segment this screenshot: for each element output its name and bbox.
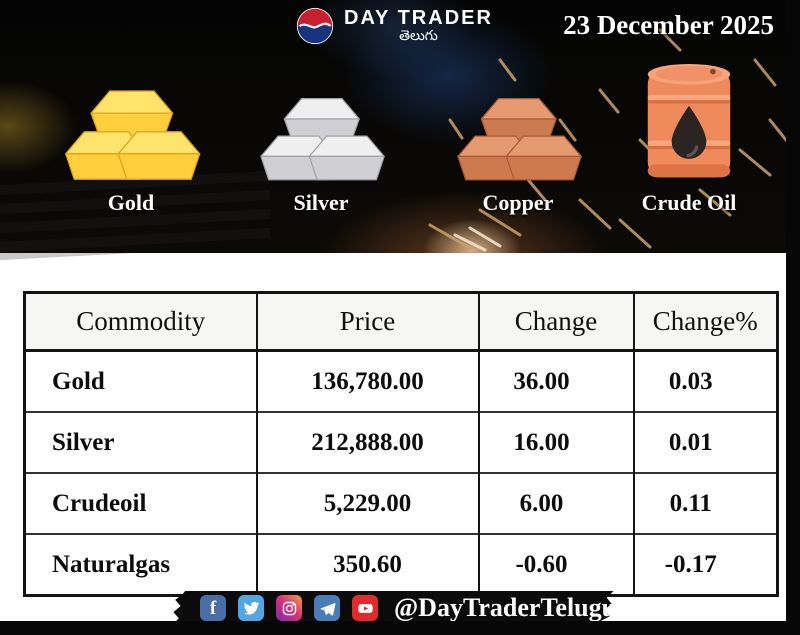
commodity-price: 136,780.00 — [255, 350, 479, 412]
facebook-icon[interactable]: f — [200, 595, 226, 621]
youtube-icon[interactable] — [352, 595, 378, 621]
commodity-name: Silver — [24, 411, 257, 473]
copper-bars-icon — [457, 98, 582, 181]
commodity-price: 5,229.00 — [255, 472, 479, 534]
twitter-icon[interactable] — [238, 595, 264, 621]
commodity-change-pct: -0.17 — [632, 533, 778, 596]
date-label: 23 December 2025 — [563, 10, 774, 40]
gold-bars-icon — [65, 90, 201, 180]
crude-oil-label: Crude Oil — [641, 190, 737, 215]
commodity-price: 212,888.00 — [255, 411, 479, 473]
copper-label: Copper — [482, 190, 554, 215]
photo-banner: DAY TRADER తెలుగు 23 December 2025 Gold — [0, 0, 800, 261]
social-handle: @DayTraderTelugu — [394, 593, 617, 622]
commodity-change: 36.00 — [477, 350, 634, 412]
header-change: Change — [477, 292, 634, 352]
table-row: Crudeoil 5,229.00 6.00 0.11 — [24, 472, 778, 534]
silver-label: Silver — [293, 190, 349, 215]
bottom-edge-strip — [0, 621, 800, 635]
table-header-row: Commodity Price Change Change% — [24, 292, 778, 352]
header-commodity: Commodity — [24, 292, 257, 352]
header-price: Price — [255, 292, 479, 352]
crude-oil-barrel-icon — [647, 63, 731, 178]
commodity-name: Crudeoil — [24, 472, 257, 534]
footer-social-ribbon: f @DayTraderTelugu — [172, 591, 617, 625]
gold-label: Gold — [107, 190, 155, 215]
gold-figure: Gold — [50, 86, 212, 216]
table-row: Silver 212,888.00 16.00 0.01 — [24, 411, 778, 473]
commodity-change: -0.60 — [477, 533, 634, 596]
telegram-icon[interactable] — [314, 595, 340, 621]
silver-figure: Silver — [242, 94, 400, 216]
commodity-price: 350.60 — [255, 533, 479, 596]
brand-name: DAY TRADER — [344, 7, 493, 30]
commodity-name: Gold — [52, 367, 105, 395]
commodity-price-table: Commodity Price Change Change% Gold 136,… — [23, 291, 779, 597]
commodity-change-pct: 0.11 — [632, 472, 778, 534]
copper-figure: Copper — [442, 94, 594, 216]
right-edge-band — [786, 0, 800, 635]
brand-script-telugu: తెలుగు — [399, 28, 438, 45]
brand-logo-icon — [296, 7, 334, 45]
commodity-change-pct: 0.01 — [632, 411, 778, 473]
brand-header: DAY TRADER తెలుగు — [296, 7, 493, 45]
header-change-pct: Change% — [632, 292, 778, 352]
table-row: Naturalgas 350.60 -0.60 -0.17 — [24, 533, 778, 596]
crude-oil-figure: Crude Oil — [633, 58, 745, 216]
commodity-change: 6.00 — [477, 472, 634, 534]
commodity-change: 16.00 — [477, 411, 634, 473]
silver-bars-icon — [260, 98, 385, 181]
table-row: Gold 136,780.00 36.00 0.03 — [25, 350, 778, 412]
commodity-change-pct: 0.03 — [632, 350, 778, 412]
instagram-icon[interactable] — [276, 595, 302, 621]
commodity-name: Naturalgas — [24, 533, 257, 596]
